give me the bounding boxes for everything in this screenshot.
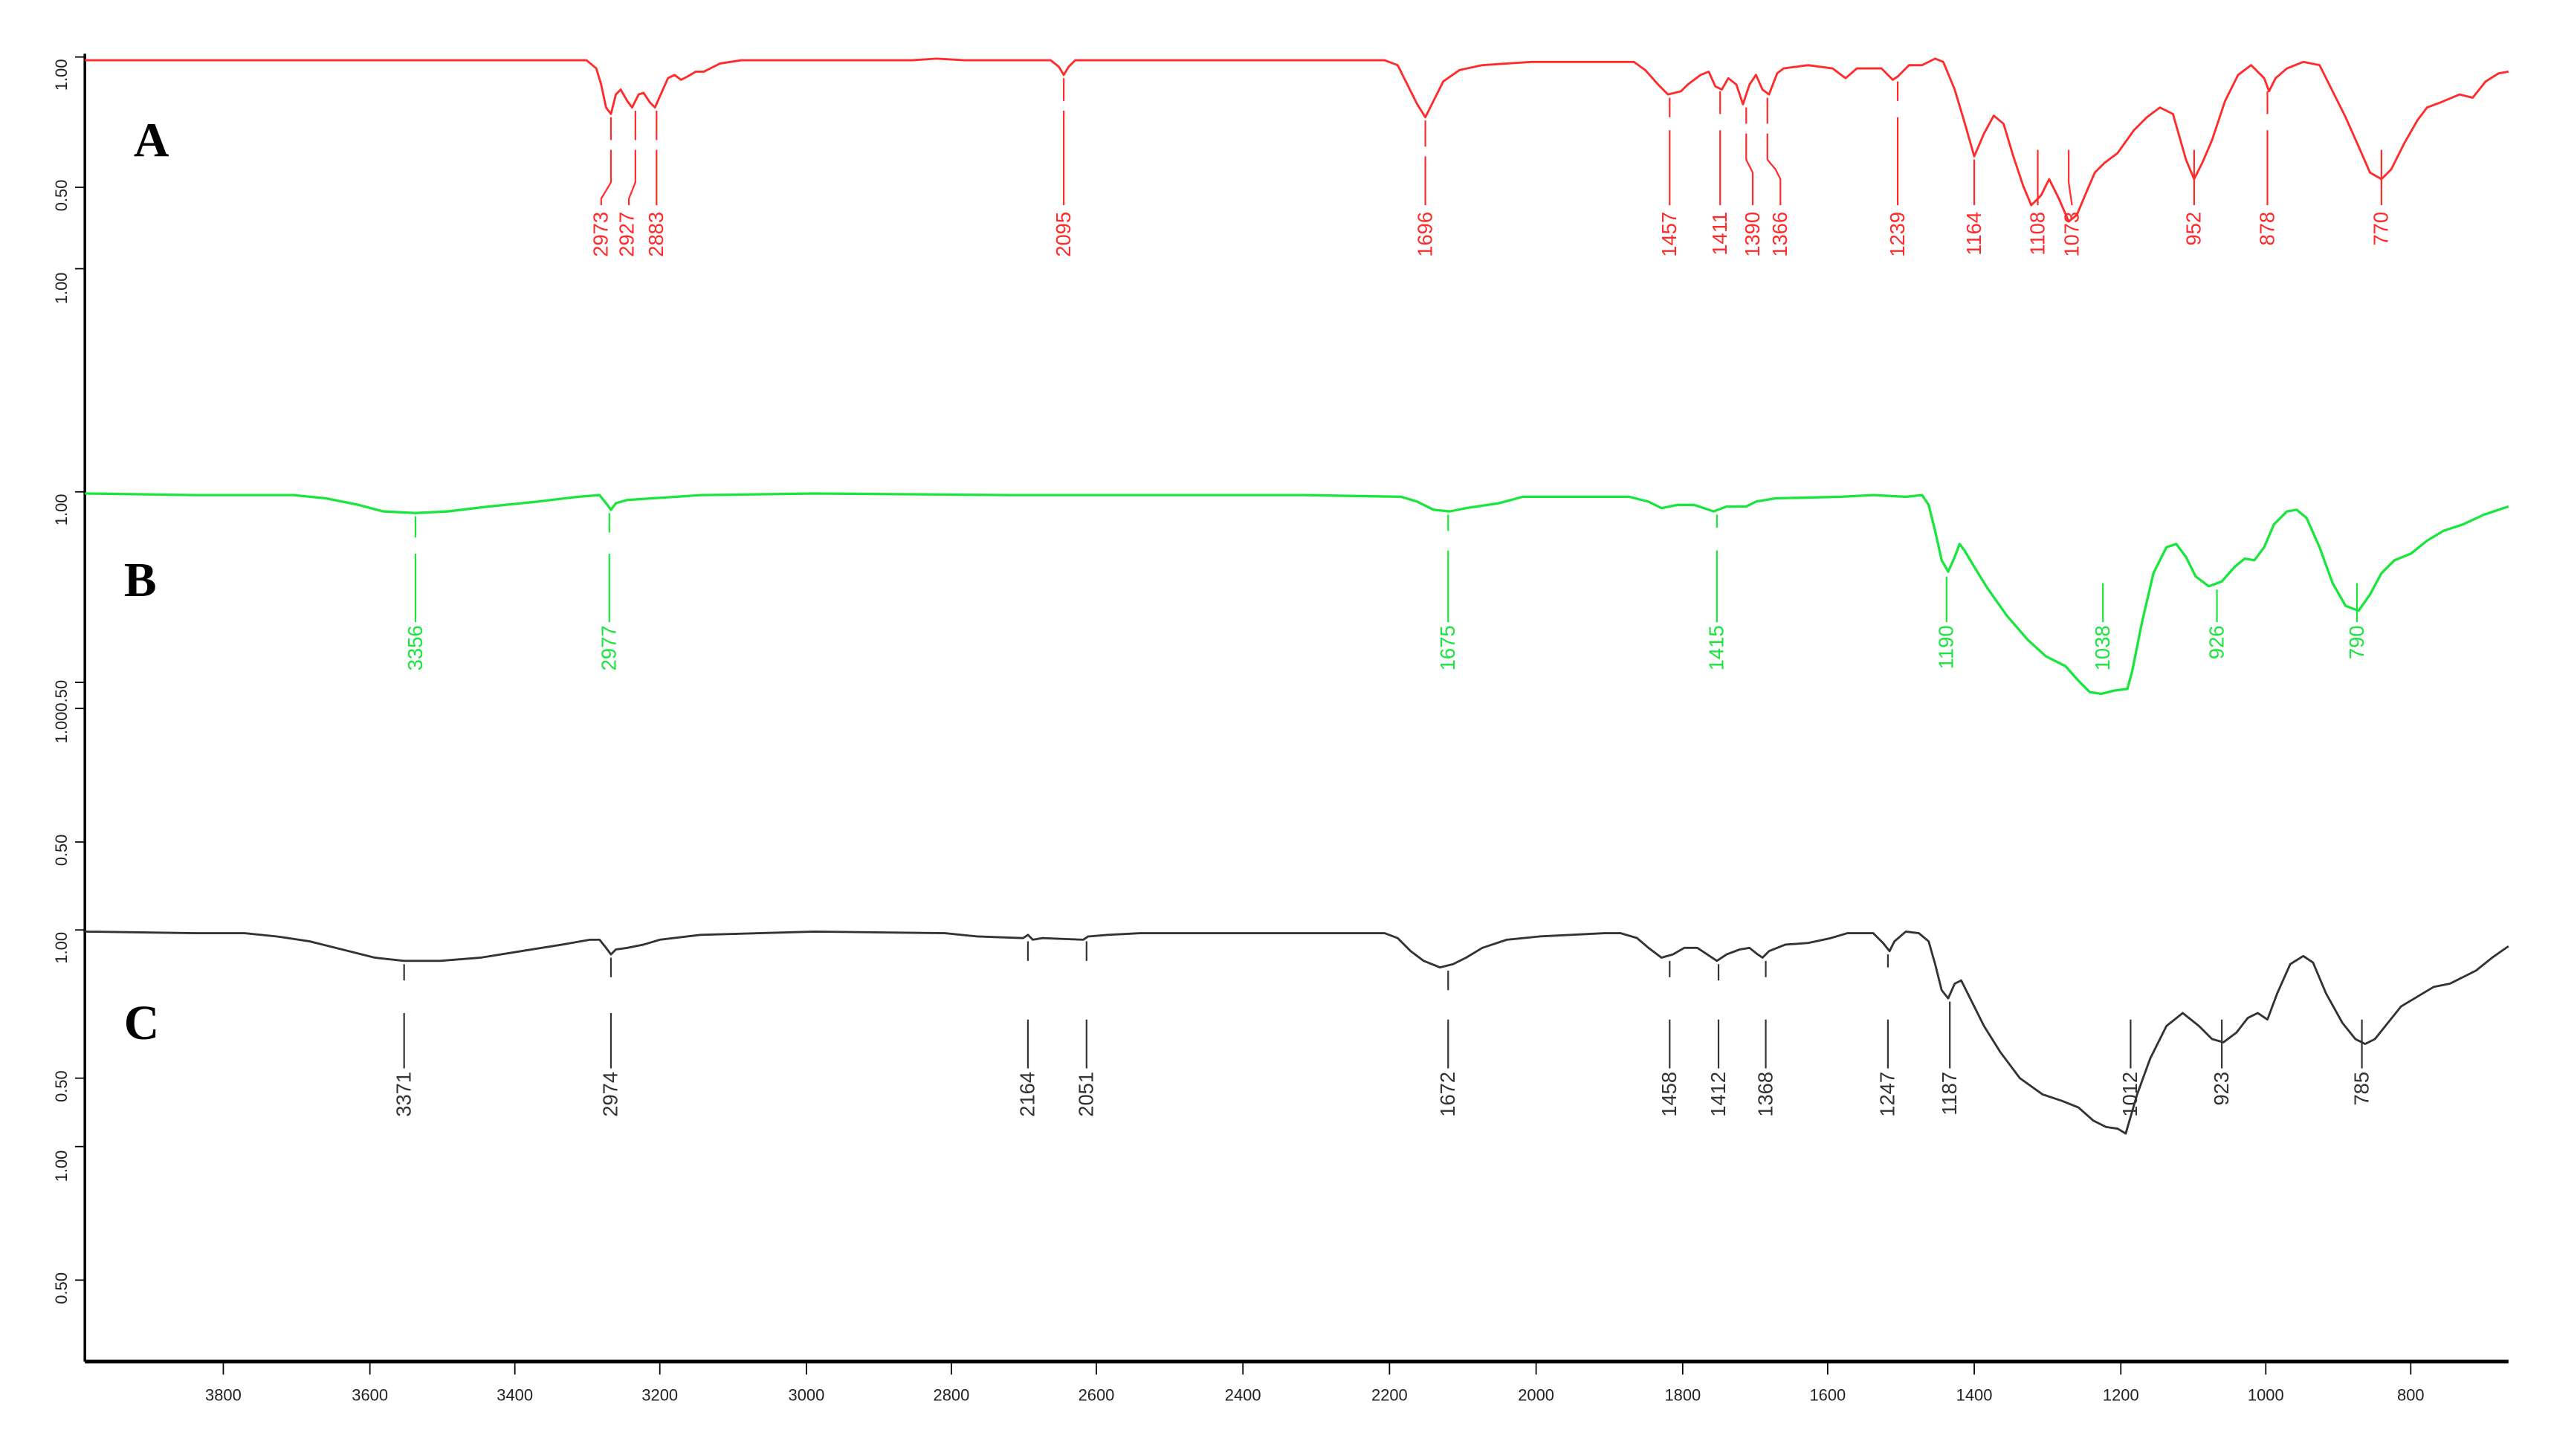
x-tick-label: 2600 xyxy=(1079,1385,1115,1404)
y-tick-label: 1.00 xyxy=(52,273,71,305)
x-tick-label: 1600 xyxy=(1809,1385,1846,1404)
x-tick-label: 3800 xyxy=(205,1385,242,1404)
peak-label: 1457 xyxy=(1658,212,1681,257)
x-ticks xyxy=(222,1363,2412,1375)
peak-label: 1108 xyxy=(2025,212,2049,256)
y-tick-labels: 1.00 0.50 1.00 1.00 1.000.50 0.50 1.00 0… xyxy=(52,59,71,1304)
peak-label: 2973 xyxy=(589,212,612,257)
y-tick-label: 0.50 xyxy=(52,835,71,867)
peak-labels-b: 3356 2977 1675 1415 1190 1038 926 790 xyxy=(404,625,2368,670)
peak-label: 2164 xyxy=(1016,1072,1039,1117)
x-tick-label: 2200 xyxy=(1371,1385,1408,1404)
x-tick-label: 2000 xyxy=(1518,1385,1554,1404)
y-tick-label: 0.50 xyxy=(52,180,71,212)
peak-label: 1164 xyxy=(1962,212,1985,256)
x-tick-label: 2800 xyxy=(934,1385,970,1404)
peak-label: 1190 xyxy=(1935,625,1958,669)
peak-label: 926 xyxy=(2205,625,2228,659)
peak-label: 1247 xyxy=(1876,1072,1899,1117)
peak-label: 2095 xyxy=(1052,212,1075,257)
y-tick-label: 1.00 xyxy=(52,59,71,91)
peak-label: 3356 xyxy=(404,625,427,670)
x-tick-label: 1000 xyxy=(2248,1385,2284,1404)
peak-label: 790 xyxy=(2345,625,2368,659)
peak-leaders-a xyxy=(600,78,2382,206)
peak-label: 1239 xyxy=(1886,212,1909,257)
panel-label-b: B xyxy=(124,553,157,607)
peak-leaders-c xyxy=(403,941,2363,1069)
y-tick-label: 0.50 xyxy=(52,1272,71,1304)
y-tick-label: 1.00 xyxy=(52,494,71,526)
y-tick-label: 1.000.50 xyxy=(52,680,71,743)
y-tick-label: 0.50 xyxy=(52,1070,71,1102)
x-tick-label: 3200 xyxy=(641,1385,678,1404)
peak-leaders-b xyxy=(414,513,2358,623)
x-tick-label: 800 xyxy=(2397,1385,2425,1404)
peak-label: 2974 xyxy=(599,1072,622,1117)
peak-labels-c: 3371 2974 2164 2051 1672 1458 1412 1368 … xyxy=(392,1072,2373,1117)
peak-label: 1675 xyxy=(1436,625,1459,670)
peak-label: 1672 xyxy=(1436,1072,1459,1117)
panel-label-c: C xyxy=(124,996,159,1050)
peak-label: 1038 xyxy=(2091,625,2114,670)
peak-label: 1368 xyxy=(1753,1072,1776,1117)
peak-label: 1411 xyxy=(1708,212,1731,256)
peak-label: 1012 xyxy=(2118,1072,2141,1117)
x-tick-labels: 3800 3600 3400 3200 3000 2800 2600 2400 … xyxy=(205,1385,2425,1404)
peak-label: 1696 xyxy=(1413,212,1436,257)
x-tick-label: 1400 xyxy=(1956,1385,1993,1404)
peak-label: 1458 xyxy=(1658,1072,1681,1117)
peak-label: 2977 xyxy=(598,625,621,670)
peak-label: 785 xyxy=(2350,1072,2373,1106)
peak-label: 1366 xyxy=(1768,212,1791,257)
y-tick-label: 1.00 xyxy=(52,1151,71,1182)
peak-label: 770 xyxy=(2370,212,2393,246)
peak-label: 1073 xyxy=(2060,212,2083,257)
peak-label: 923 xyxy=(2210,1072,2233,1106)
peak-label: 1187 xyxy=(1938,1072,1961,1116)
peak-label: 952 xyxy=(2182,212,2205,246)
x-tick-label: 3000 xyxy=(789,1385,825,1404)
y-tick-label: 1.00 xyxy=(52,932,71,964)
peak-label: 878 xyxy=(2255,212,2278,246)
x-tick-label: 1800 xyxy=(1664,1385,1701,1404)
peak-label: 2883 xyxy=(644,212,667,257)
spectrum-a: 2973 2927 2883 2095 1696 1457 1411 1390 … xyxy=(85,57,2509,257)
peak-label: 2051 xyxy=(1075,1072,1098,1117)
peak-label: 3371 xyxy=(392,1072,415,1117)
x-tick-label: 2400 xyxy=(1225,1385,1261,1404)
peak-label: 2927 xyxy=(615,212,638,257)
x-tick-label: 1200 xyxy=(2103,1385,2139,1404)
peak-label: 1415 xyxy=(1705,625,1728,670)
peak-label: 1412 xyxy=(1707,1072,1730,1117)
peak-label: 1390 xyxy=(1741,212,1764,257)
axes xyxy=(83,54,2509,1364)
x-tick-label: 3600 xyxy=(352,1385,388,1404)
x-tick-label: 3400 xyxy=(497,1385,533,1404)
y-ticks xyxy=(75,56,85,1281)
peak-labels-a: 2973 2927 2883 2095 1696 1457 1411 1390 … xyxy=(589,212,2393,257)
spectrum-b: 3356 2977 1675 1415 1190 1038 926 790 xyxy=(85,492,2509,696)
spectrum-c: 3371 2974 2164 2051 1672 1458 1412 1368 … xyxy=(85,930,2509,1135)
panel-label-a: A xyxy=(134,113,169,167)
